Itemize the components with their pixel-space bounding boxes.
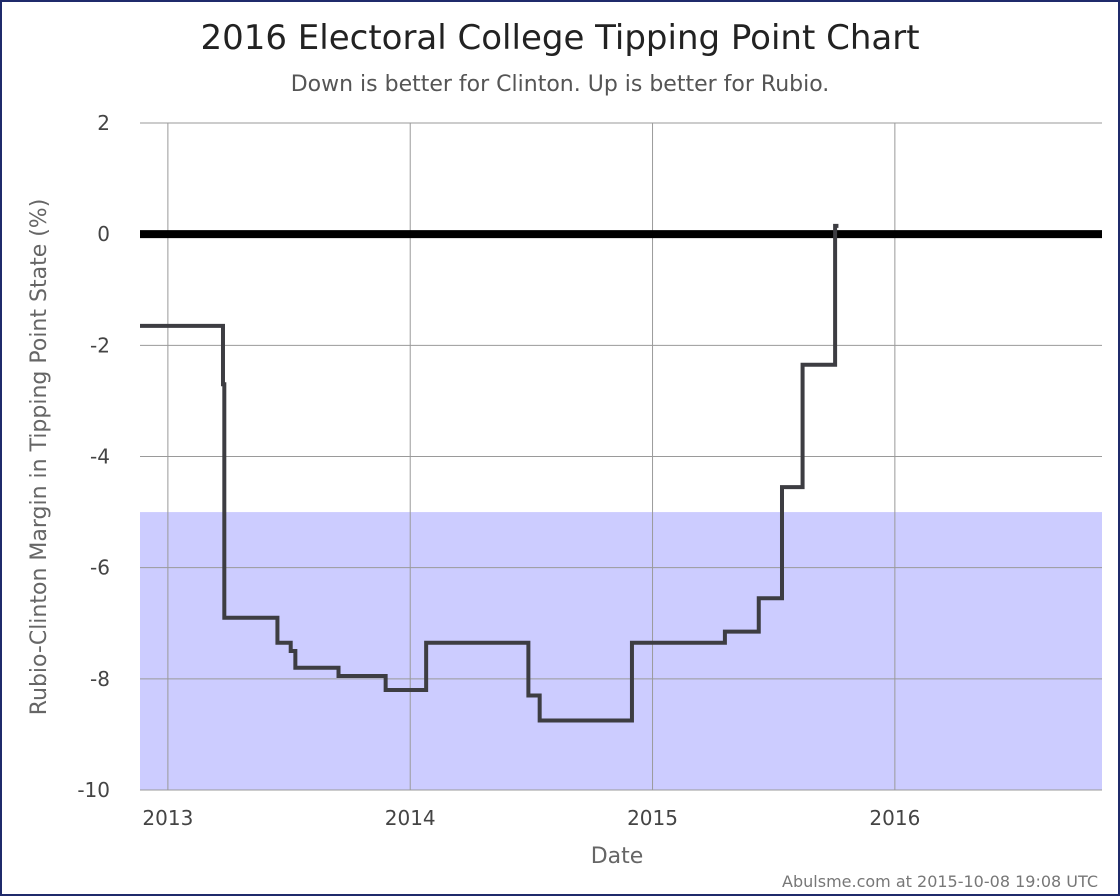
y-tick-label: -4 [90, 445, 110, 469]
x-tick-label: 2016 [869, 806, 920, 830]
y-tick-label: -2 [90, 333, 110, 357]
y-tick-label: 0 [97, 222, 110, 246]
shaded-band [140, 512, 1102, 790]
credit-text: Abulsme.com at 2015-10-08 19:08 UTC [782, 872, 1098, 891]
y-tick-labels: 2 0 -2 -4 -6 -8 -10 [77, 111, 110, 802]
y-tick-label: -8 [90, 667, 110, 691]
series-line [140, 223, 839, 723]
y-axis-label: Rubio-Clinton Margin in Tipping Point St… [27, 199, 52, 716]
y-tick-label: -10 [77, 778, 110, 802]
x-tick-label: 2015 [627, 806, 678, 830]
x-axis-label: Date [591, 844, 644, 869]
chart-subtitle: Down is better for Clinton. Up is better… [291, 72, 830, 97]
chart-title: 2016 Electoral College Tipping Point Cha… [200, 18, 919, 58]
x-tick-label: 2014 [385, 806, 436, 830]
shaded-band-layer [140, 512, 1102, 790]
y-tick-label: -6 [90, 556, 110, 580]
y-tick-label: 2 [97, 111, 110, 135]
x-tick-label: 2013 [142, 806, 193, 830]
x-tick-labels: 2013 2014 2015 2016 [142, 806, 920, 830]
series-layer [140, 223, 839, 723]
